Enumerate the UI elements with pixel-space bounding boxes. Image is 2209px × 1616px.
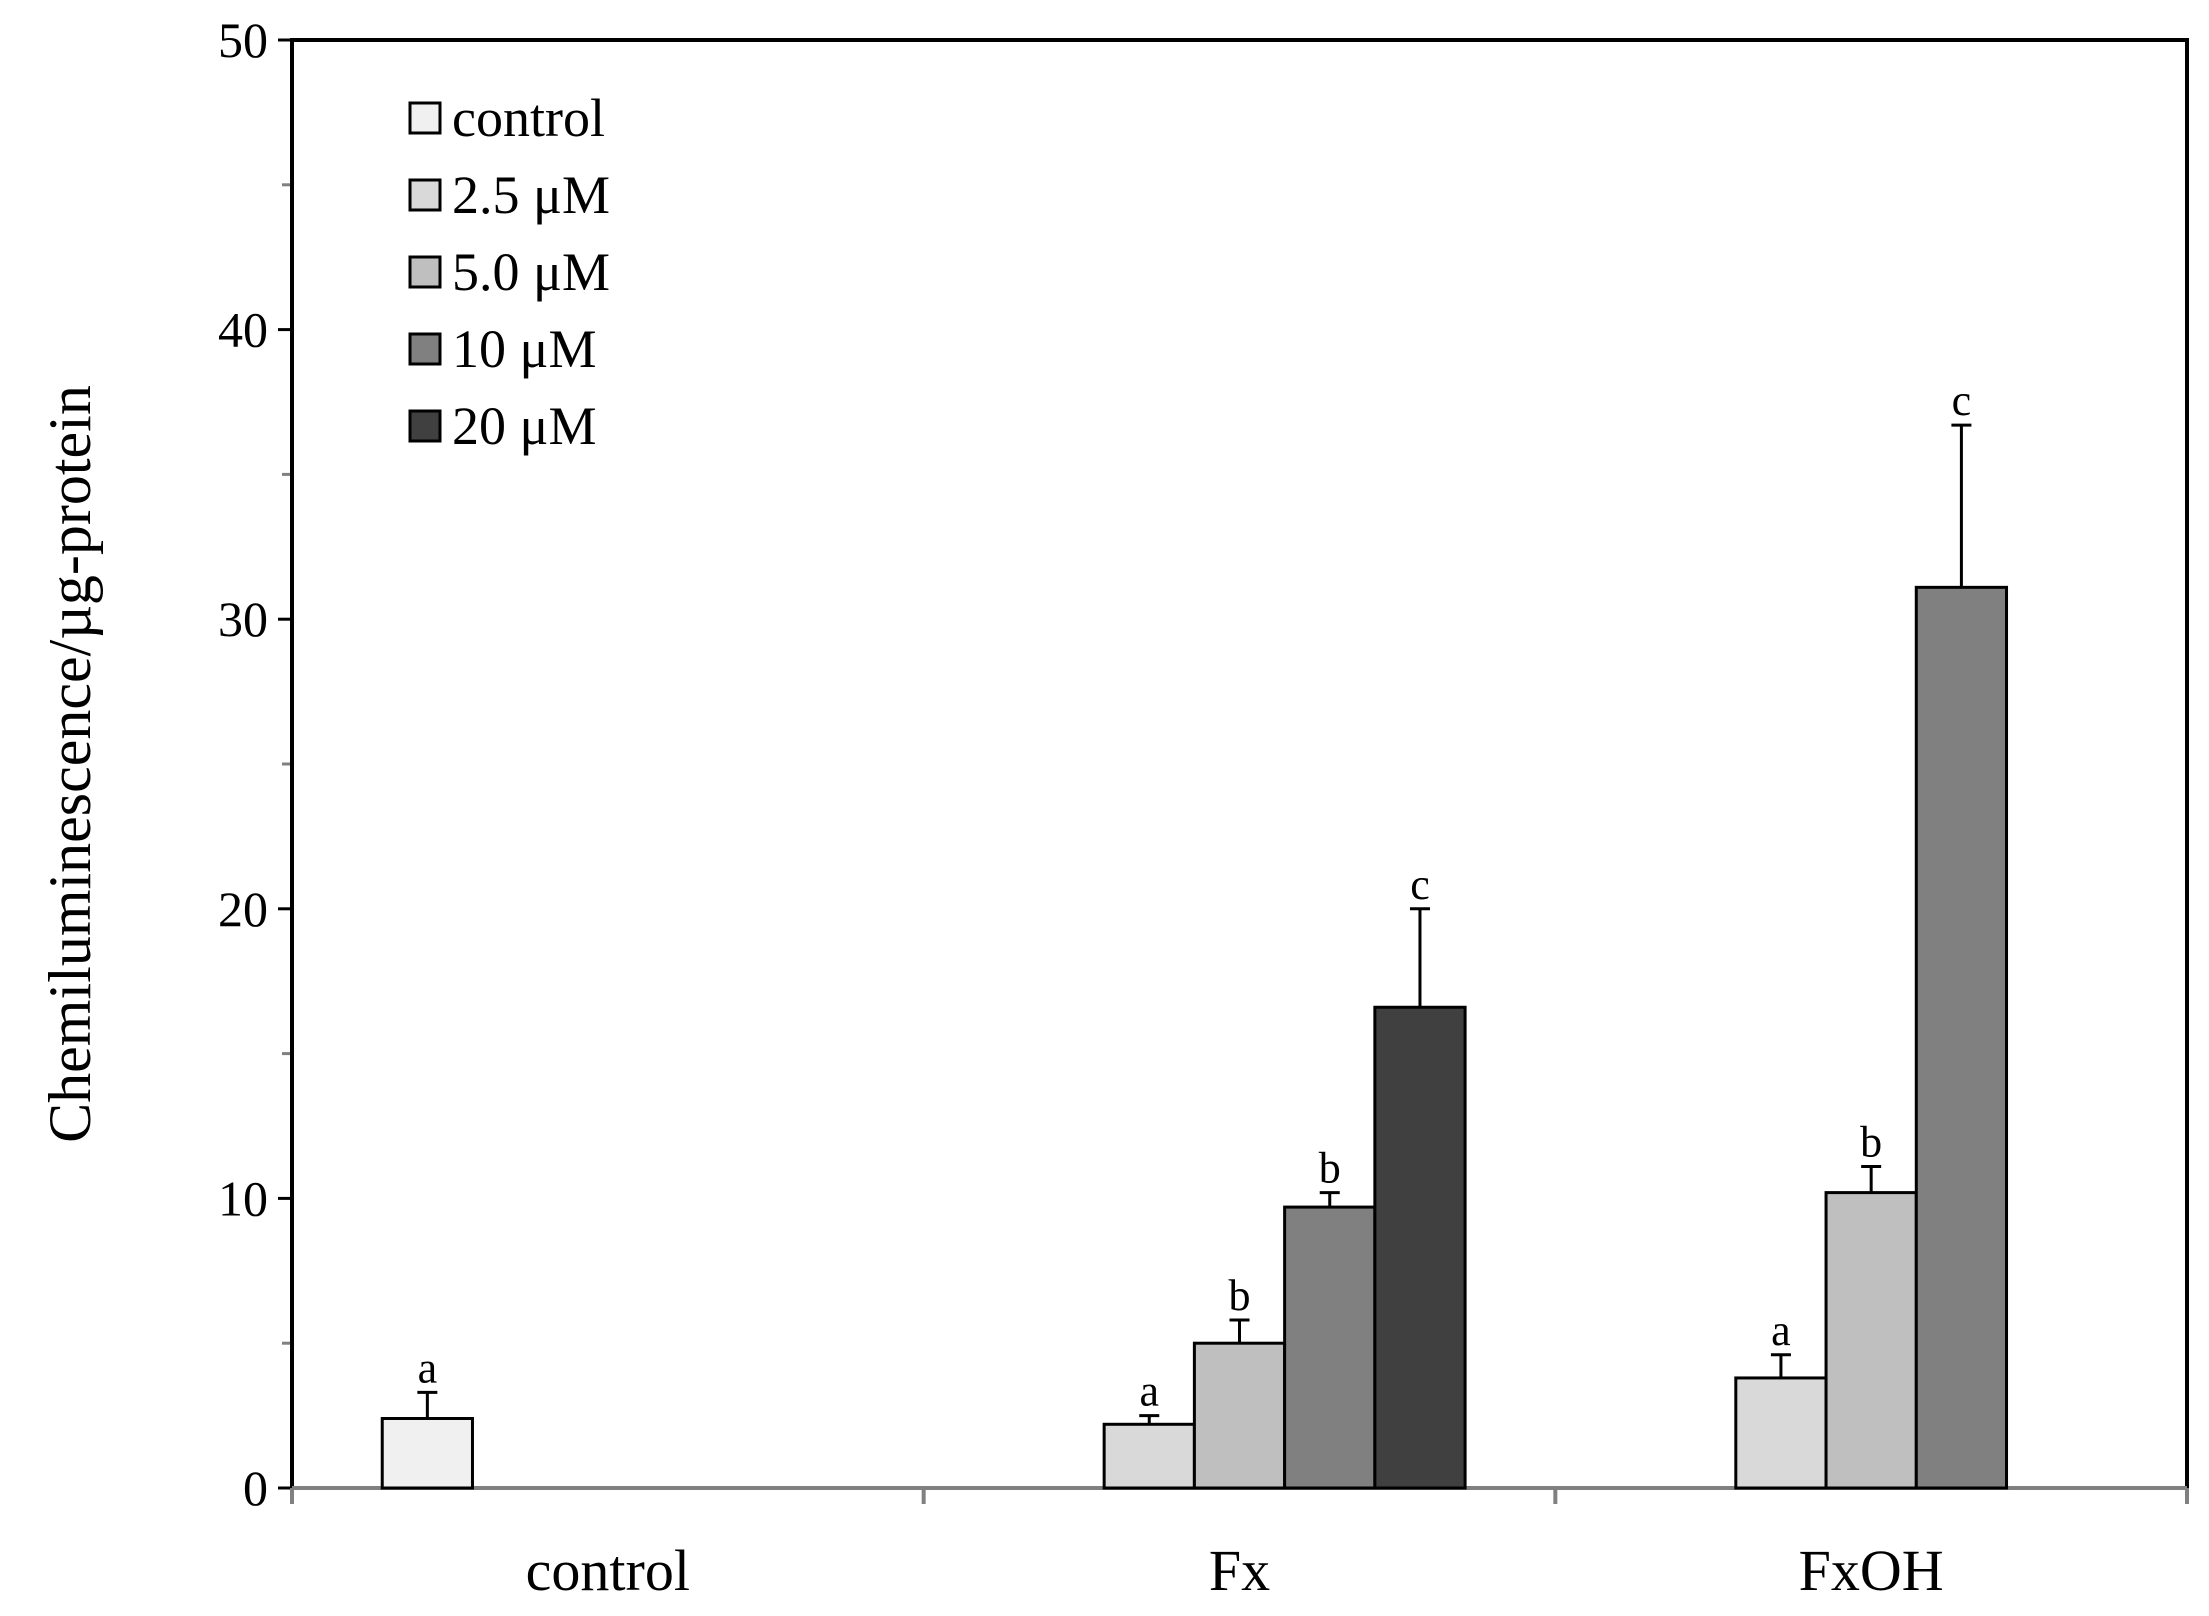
y-tick-label: 30 <box>218 591 268 647</box>
legend-swatch <box>408 178 442 212</box>
x-category-label: control <box>526 1538 690 1603</box>
y-tick-label: 50 <box>218 12 268 68</box>
y-tick-label: 20 <box>218 881 268 937</box>
legend-label: 2.5 μM <box>452 165 610 225</box>
legend-label: 20 μM <box>452 396 596 456</box>
significance-letter: a <box>1771 1306 1791 1355</box>
bar <box>1192 1341 1287 1490</box>
significance-letter: b <box>1860 1118 1882 1167</box>
legend-swatch <box>408 409 442 443</box>
legend-label: 5.0 μM <box>452 242 610 302</box>
significance-letter: c <box>1952 376 1972 425</box>
x-axis: control Fx FxOH <box>290 1486 2189 1603</box>
x-category-label: Fx <box>1209 1538 1270 1603</box>
legend-label: 10 μM <box>452 319 596 379</box>
legend-label: control <box>452 88 605 148</box>
significance-letter: a <box>418 1343 438 1392</box>
legend-swatch <box>408 255 442 289</box>
legend: control 2.5 μM 5.0 μM 10 μM 20 μM <box>408 88 610 456</box>
y-tick-label: 0 <box>243 1460 268 1516</box>
bar <box>1824 1191 1918 1490</box>
significance-letter: b <box>1319 1144 1341 1193</box>
y-axis-label: Chemiluminescence/µg-protein <box>37 385 103 1143</box>
significance-letter: a <box>1139 1367 1159 1416</box>
bar <box>1102 1422 1196 1490</box>
significance-letter: c <box>1410 860 1430 909</box>
legend-swatch <box>408 332 442 366</box>
x-category-label: FxOH <box>1799 1538 1944 1603</box>
significance-labels: a a a b b b c c <box>418 376 1972 1415</box>
legend-swatch <box>408 101 442 135</box>
y-tick-label: 40 <box>218 302 268 358</box>
y-axis: 0 10 20 30 40 50 <box>218 12 294 1516</box>
y-tick-label: 10 <box>218 1170 268 1226</box>
bar <box>1283 1205 1377 1490</box>
error-bars-group <box>417 423 1972 1425</box>
bar <box>380 1416 474 1490</box>
bar <box>1914 585 2009 1490</box>
bars-group <box>380 585 2009 1490</box>
bar <box>1734 1376 1828 1490</box>
significance-letter: b <box>1229 1271 1251 1320</box>
bar <box>1373 1005 1467 1490</box>
